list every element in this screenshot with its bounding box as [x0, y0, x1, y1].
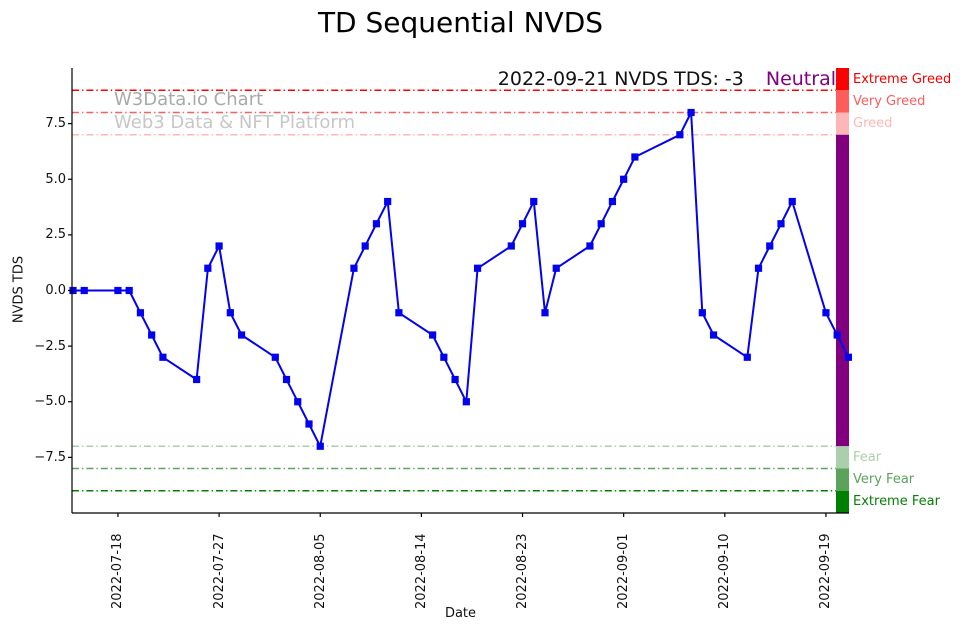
data-point [597, 220, 605, 228]
tds-line-series [73, 111, 850, 448]
sentiment-label-extreme-greed: Extreme Greed [853, 71, 952, 87]
data-point [552, 264, 560, 272]
data-point [754, 264, 763, 272]
data-point [676, 131, 684, 139]
x-tick-label: 2022-07-18 [110, 533, 126, 609]
y-tick-label: −2.5 [34, 338, 66, 354]
data-point [148, 331, 156, 339]
y-tick-label: 2.5 [45, 227, 66, 243]
y-tick-label: 0.0 [45, 283, 66, 298]
data-point [361, 242, 369, 250]
data-point [429, 331, 437, 339]
data-point [844, 353, 853, 361]
data-point [440, 353, 448, 361]
data-point [136, 309, 145, 317]
data-point [687, 108, 695, 117]
sentiment-label-fear: Fear [853, 449, 882, 465]
data-point [608, 197, 617, 206]
sentiment-label-very-fear: Very Fear [853, 472, 915, 488]
data-point [372, 220, 381, 228]
data-point [215, 242, 223, 250]
data-point [350, 264, 358, 272]
annotation-text: 2022-09-21 NVDS TDS: -3 [497, 68, 744, 90]
data-point [237, 331, 246, 339]
data-point [777, 220, 785, 228]
data-point [294, 398, 302, 406]
y-tick-label: 5.0 [45, 171, 66, 187]
data-point [384, 197, 392, 206]
data-point [631, 153, 639, 161]
watermark-line1: W3Data.io Chart [114, 89, 264, 110]
x-tick-label: 2022-09-01 [616, 533, 632, 609]
sentiment-colorbar-segment [836, 134, 849, 447]
x-tick-label: 2022-08-14 [413, 533, 429, 609]
data-point [833, 331, 841, 339]
data-point [395, 309, 403, 317]
chart-title: TD Sequential NVDS [317, 6, 604, 39]
data-point [69, 286, 77, 295]
data-point [518, 220, 527, 228]
x-tick-label: 2022-09-19 [818, 533, 834, 609]
x-axis-label: Date [444, 606, 477, 621]
data-point [473, 264, 482, 272]
sentiment-label-extreme-fear: Extreme Fear [853, 494, 940, 510]
data-point [114, 286, 122, 295]
data-point [743, 353, 751, 361]
y-tick-label: −5.0 [34, 394, 66, 410]
data-point [451, 375, 459, 384]
data-point [788, 197, 796, 206]
sentiment-colorbar-segment [836, 112, 849, 135]
data-point [766, 242, 774, 250]
x-tick-label: 2022-08-05 [312, 533, 328, 609]
data-point [462, 398, 470, 406]
data-point [305, 420, 313, 428]
x-tick-label: 2022-07-27 [211, 533, 227, 609]
data-point [159, 353, 167, 361]
data-point [204, 264, 212, 272]
data-point [316, 442, 324, 450]
sentiment-label-very-greed: Very Greed [853, 93, 926, 109]
watermark-line2: Web3 Data & NFT Platform [114, 112, 356, 133]
x-tick-label: 2022-09-10 [717, 533, 733, 609]
data-point [620, 175, 628, 183]
annotation: 2022-09-21 NVDS TDS: -3 Neutral [498, 68, 836, 90]
data-point [530, 197, 538, 206]
data-point [709, 331, 718, 339]
sentiment-label-greed: Greed [853, 116, 893, 132]
annotation-status-badge: Neutral [765, 68, 836, 90]
data-point [226, 309, 234, 317]
data-point [698, 309, 706, 317]
data-point [271, 353, 279, 361]
data-point [586, 242, 594, 250]
x-tick-label: 2022-08-23 [515, 533, 531, 609]
sentiment-colorbar-segment [836, 90, 849, 113]
data-point [822, 309, 830, 317]
sentiment-colorbar-segment [836, 446, 849, 469]
y-tick-label: −7.5 [34, 449, 66, 465]
data-point [125, 286, 133, 295]
sentiment-colorbar-segment [836, 468, 849, 491]
data-point [80, 286, 88, 295]
sentiment-colorbar-segment [836, 68, 849, 91]
sentiment-colorbar-segment [836, 490, 849, 513]
data-point [193, 375, 201, 384]
data-point [282, 375, 291, 384]
data-point [541, 309, 549, 317]
y-tick-label: 7.5 [45, 116, 66, 132]
data-point [507, 242, 515, 250]
